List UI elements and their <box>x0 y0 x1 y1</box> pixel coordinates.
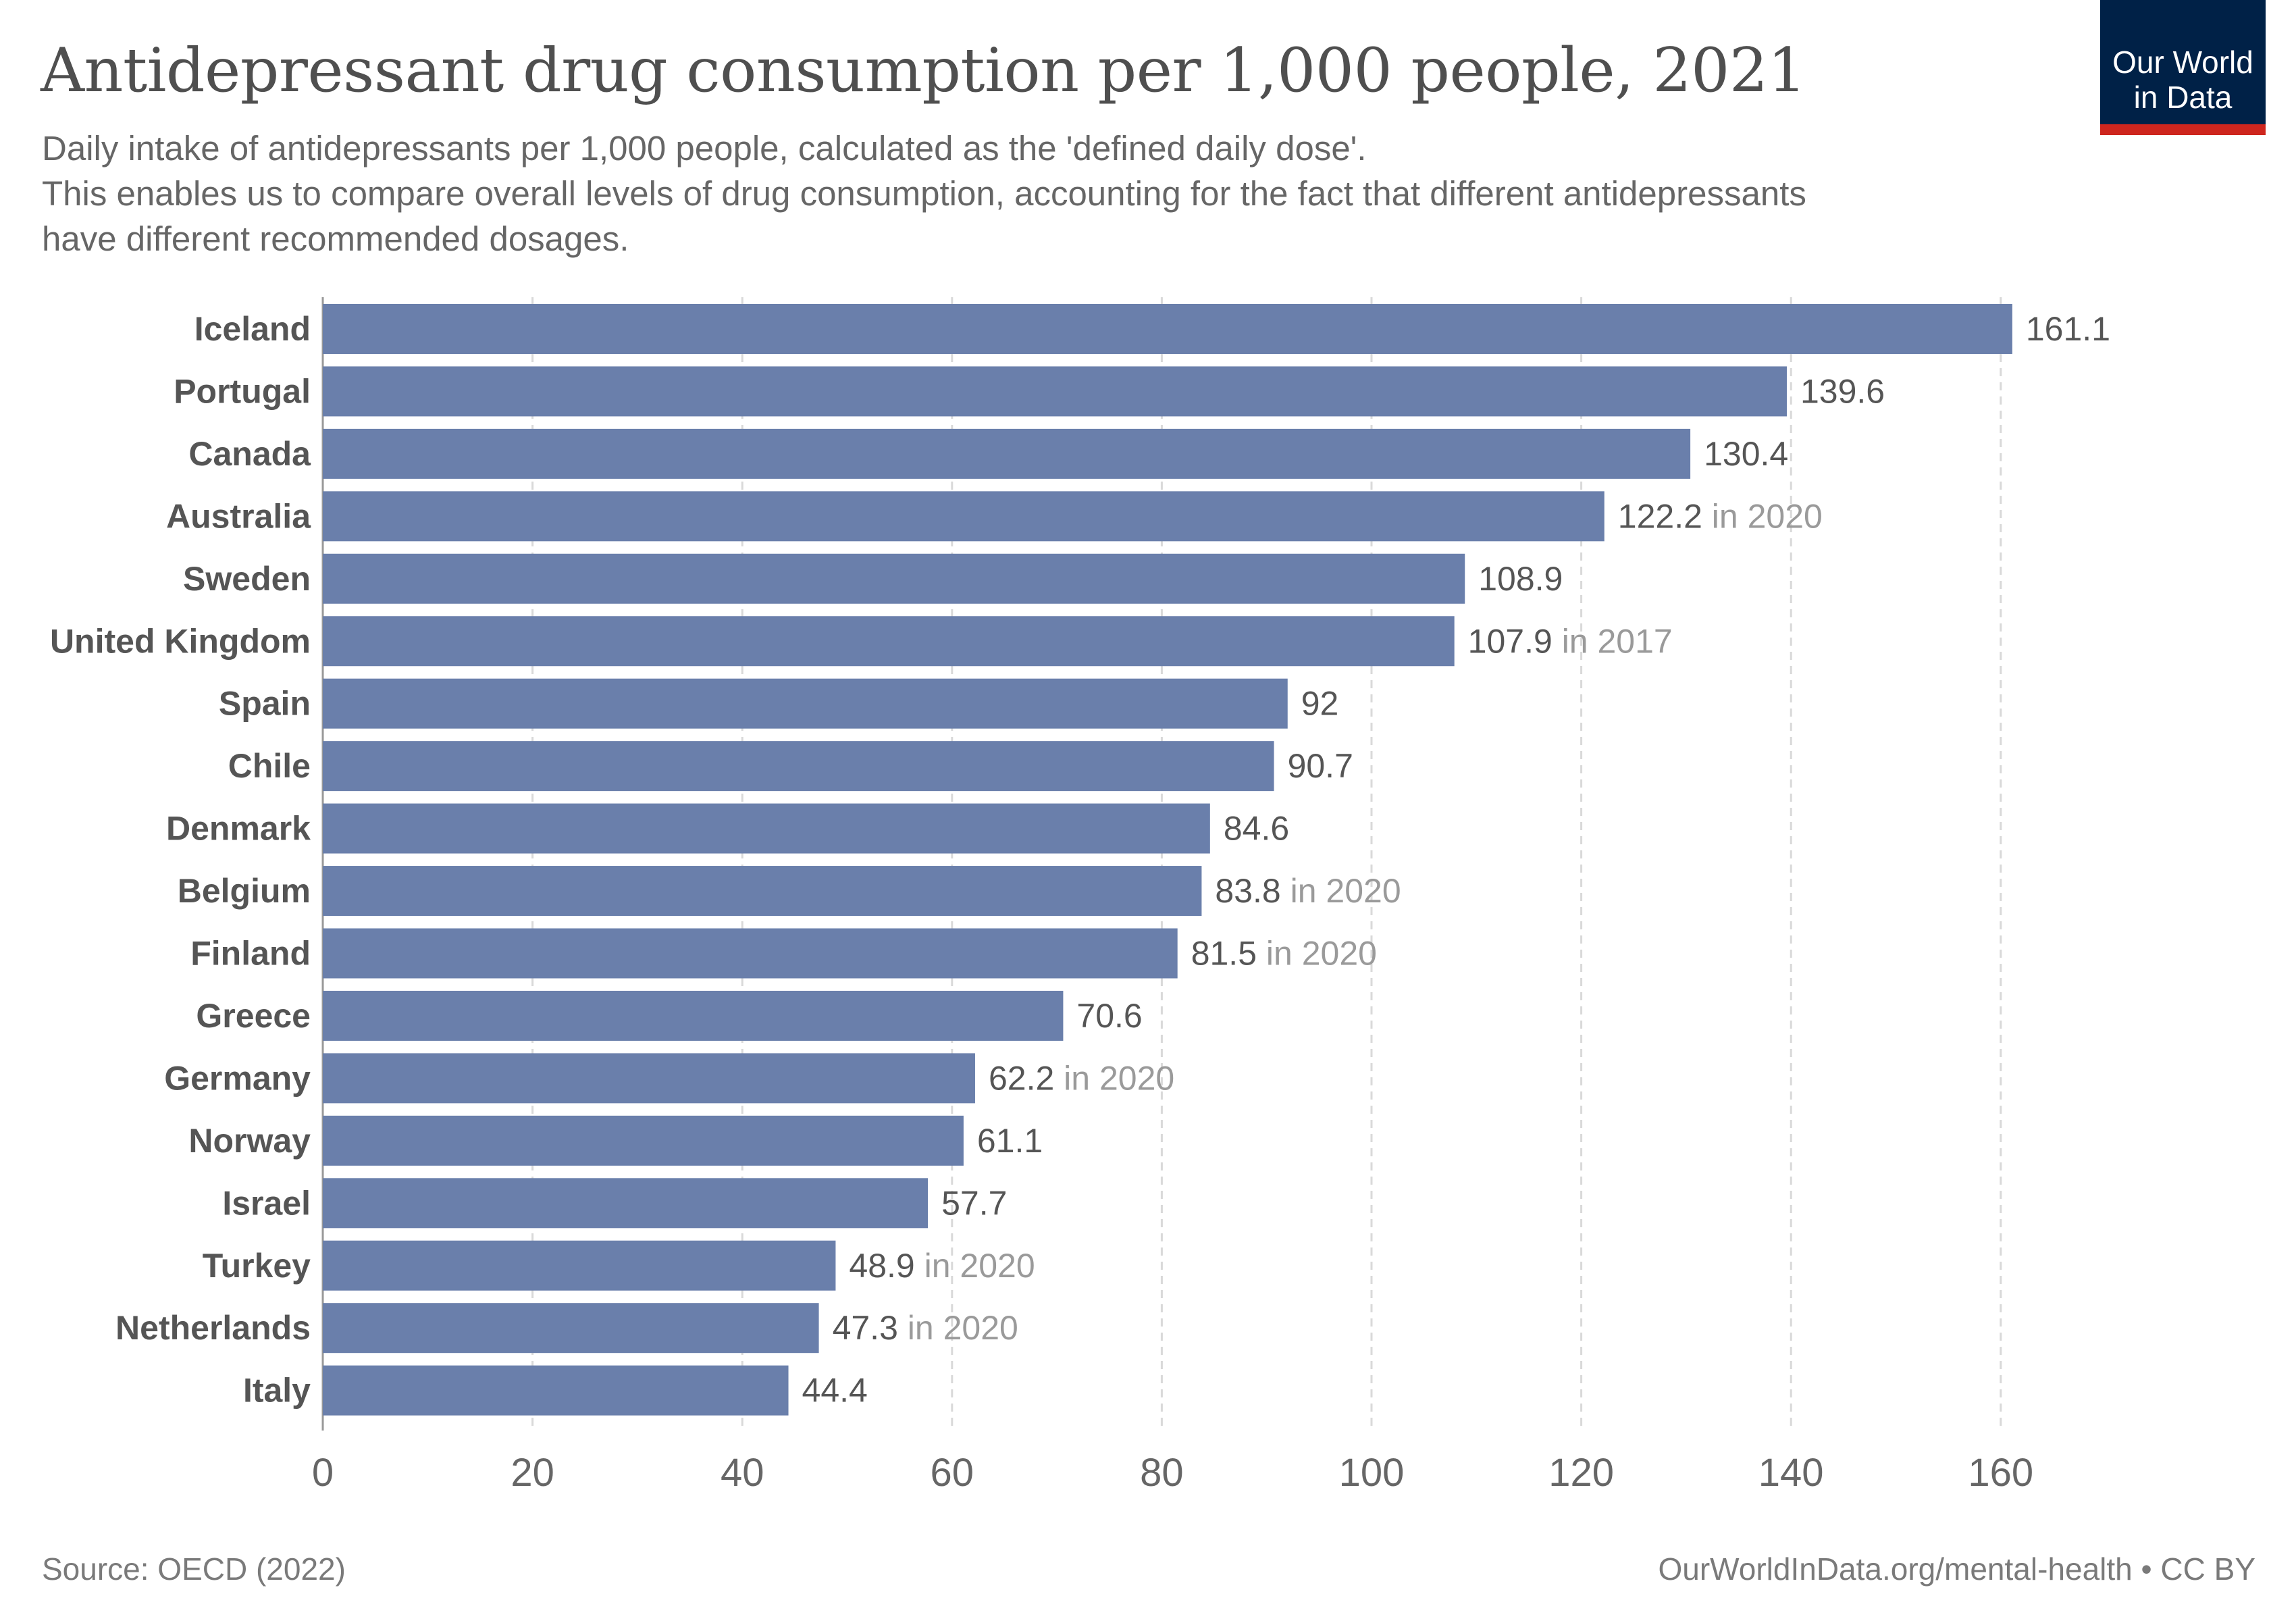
x-tick-label: 40 <box>721 1451 764 1495</box>
x-tick-label: 80 <box>1140 1451 1184 1495</box>
bar-greece[interactable] <box>323 990 1064 1041</box>
bar-turkey[interactable] <box>323 1240 836 1291</box>
year-note: in 2017 <box>1553 622 1673 660</box>
value-label: 122.2 in 2020 <box>1618 497 1823 535</box>
bar-united-kingdom[interactable] <box>323 616 1455 667</box>
x-tick-label: 140 <box>1758 1451 1824 1495</box>
bar-belgium[interactable] <box>323 866 1202 917</box>
bar-spain[interactable] <box>323 678 1288 729</box>
bar-netherlands[interactable] <box>323 1303 819 1354</box>
category-label: United Kingdom <box>50 622 311 660</box>
value-label: 90.7 <box>1288 747 1353 785</box>
bar-sweden[interactable] <box>323 553 1465 604</box>
bar-finland[interactable] <box>323 928 1178 979</box>
category-label: Germany <box>164 1059 311 1097</box>
value-label: 130.4 <box>1704 435 1788 473</box>
our-world-in-data-logo[interactable]: Our World in Data <box>2100 0 2266 135</box>
value-label: 139.6 <box>1800 372 1885 410</box>
category-label: Greece <box>196 997 311 1035</box>
chart-title: Antidepressant drug consumption per 1,00… <box>41 35 1806 106</box>
bar-denmark[interactable] <box>323 803 1210 854</box>
subtitle-line-2: This enables us to compare overall level… <box>42 174 1806 213</box>
bar-chart: Iceland 161.1 Portugal 139.6 Canada 130.4 Aust… <box>50 297 2110 1495</box>
year-note: in 2020 <box>1054 1059 1174 1097</box>
bar-portugal[interactable] <box>323 366 1787 417</box>
value-label: 57.7 <box>941 1184 1007 1222</box>
category-label: Belgium <box>178 872 311 910</box>
category-label: Portugal <box>174 372 311 410</box>
value-label: 92 <box>1301 685 1339 723</box>
value-label: 83.8 in 2020 <box>1215 872 1401 910</box>
category-label: Iceland <box>194 310 311 348</box>
bar-chile[interactable] <box>323 741 1274 792</box>
category-label: Israel <box>222 1184 311 1222</box>
x-tick-label: 100 <box>1339 1451 1405 1495</box>
bar-australia[interactable] <box>323 491 1604 542</box>
bar-iceland[interactable] <box>323 304 2012 354</box>
x-tick-label: 60 <box>931 1451 974 1495</box>
value-label: 108.9 <box>1478 560 1563 598</box>
category-label: Canada <box>188 435 311 473</box>
value-label: 107.9 in 2017 <box>1468 622 1673 660</box>
value-label: 48.9 in 2020 <box>849 1247 1035 1285</box>
bar-canada[interactable] <box>323 428 1691 479</box>
bar-israel[interactable] <box>323 1178 929 1229</box>
category-label: Chile <box>228 747 311 785</box>
year-note: in 2020 <box>1702 497 1823 535</box>
category-label: Turkey <box>203 1247 311 1285</box>
x-axis-ticks: 0 20 40 60 80 100 120 140 160 <box>312 1451 2033 1495</box>
category-label: Netherlands <box>115 1309 311 1347</box>
logo-line-1: Our World <box>2112 45 2253 80</box>
chart-subtitle: Daily intake of antidepressants per 1,00… <box>42 126 2054 261</box>
value-label: 70.6 <box>1076 997 1142 1035</box>
year-note: in 2020 <box>1257 935 1377 973</box>
value-label: 61.1 <box>977 1122 1043 1160</box>
category-label: Spain <box>219 685 311 723</box>
bars <box>323 304 2012 1416</box>
year-note: in 2020 <box>898 1309 1018 1347</box>
x-tick-label: 120 <box>1548 1451 1614 1495</box>
source-note: Source: OECD (2022) <box>42 1551 346 1587</box>
category-label: Sweden <box>183 560 311 598</box>
subtitle-line-3: have different recommended dosages. <box>42 220 629 258</box>
bar-italy[interactable] <box>323 1365 789 1416</box>
labels: Iceland 161.1 Portugal 139.6 Canada 130.4 Aust… <box>50 310 2110 1410</box>
x-tick-label: 160 <box>1968 1451 2033 1495</box>
category-label: Italy <box>243 1372 311 1410</box>
category-label: Norway <box>188 1122 311 1160</box>
x-tick-label: 0 <box>312 1451 334 1495</box>
bar-norway[interactable] <box>323 1115 964 1166</box>
x-tick-label: 20 <box>511 1451 554 1495</box>
bar-germany[interactable] <box>323 1053 975 1104</box>
value-label: 81.5 in 2020 <box>1191 935 1377 973</box>
value-label: 47.3 in 2020 <box>833 1309 1018 1347</box>
category-label: Denmark <box>166 810 311 848</box>
value-label: 44.4 <box>802 1372 868 1410</box>
logo-line-2: in Data <box>2133 80 2233 115</box>
year-note: in 2020 <box>1281 872 1401 910</box>
value-label: 62.2 in 2020 <box>989 1059 1174 1097</box>
license-credit[interactable]: OurWorldInData.org/mental-health • CC BY <box>1658 1551 2255 1587</box>
category-label: Australia <box>166 497 311 535</box>
subtitle-line-1: Daily intake of antidepressants per 1,00… <box>42 129 1367 168</box>
category-label: Finland <box>190 935 311 973</box>
value-label: 84.6 <box>1224 810 1289 848</box>
value-label: 161.1 <box>2026 310 2110 348</box>
year-note: in 2020 <box>915 1247 1035 1285</box>
